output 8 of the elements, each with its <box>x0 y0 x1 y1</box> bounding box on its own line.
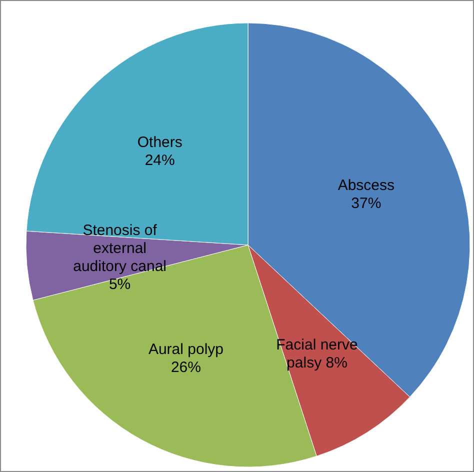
data-label: 37% <box>351 194 382 212</box>
slice-label: Abscess <box>338 176 395 194</box>
data-label: 5% <box>108 276 131 294</box>
data-label: 24% <box>144 152 175 170</box>
slice-label: Aural polyp <box>148 340 224 358</box>
slice-label: Stenosis of external auditory canal <box>73 222 167 276</box>
data-label: 26% <box>170 358 201 376</box>
slice-label: Others <box>137 134 182 152</box>
